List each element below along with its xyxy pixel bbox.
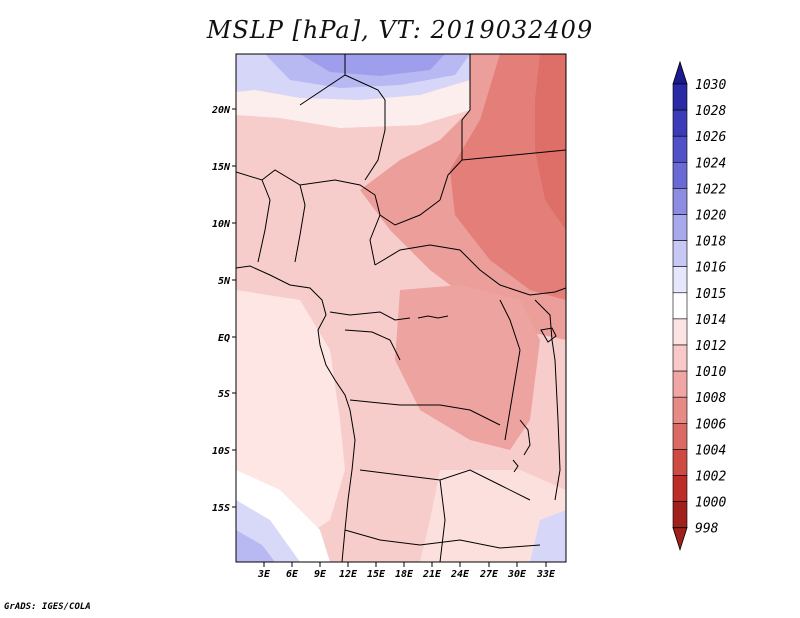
lat-tick-label: 15S [212, 503, 230, 514]
colorbar-label: 1026 [695, 130, 726, 145]
colorbar-segment [672, 135, 688, 163]
colorbar-segment [672, 83, 688, 111]
colorbar-label: 1010 [695, 365, 726, 380]
grads-credit: GrADS: IGES/COLA [4, 602, 91, 612]
lon-tick-label: 6E [286, 569, 299, 580]
lat-tick-label: 5N [218, 276, 231, 287]
colorbar-label: 1006 [695, 417, 726, 432]
colorbar-label: 1028 [695, 104, 726, 119]
colorbar-label: 1024 [695, 156, 726, 171]
lon-tick-label: 24E [450, 569, 470, 580]
lon-tick-label: 3E [257, 569, 271, 580]
lat-tick-label: 10S [212, 446, 230, 457]
colorbar-segment [672, 292, 688, 320]
colorbar-segment [672, 266, 688, 294]
lon-tick-label: 27E [479, 569, 499, 580]
colorbar-segment [672, 318, 688, 346]
lon-tick-label: 18E [395, 569, 414, 580]
lon-tick-label: 12E [339, 569, 358, 580]
colorbar-segment [672, 109, 688, 137]
lon-tick-label: 30E [507, 569, 527, 580]
pressure-field [236, 54, 566, 562]
colorbar-segment [672, 422, 688, 450]
lat-tick-label: 20N [211, 105, 231, 116]
map-frame [235, 53, 567, 563]
latitude-axis: 20N 15N 10N 5N EQ 5S 10S 15S [211, 105, 236, 514]
colorbar-segment [672, 449, 688, 476]
colorbar-label: 1022 [695, 182, 726, 197]
colorbar-label: 1020 [695, 209, 726, 224]
lon-tick-label: 21E [422, 569, 442, 580]
lat-tick-label: EQ [218, 333, 230, 344]
colorbar-segment [672, 162, 688, 189]
lat-tick-label: 5S [218, 389, 230, 400]
lat-tick-label: 10N [212, 219, 231, 230]
colorbar-label: 1000 [695, 496, 726, 511]
colorbar-label: 1030 [695, 78, 726, 93]
colorbar-label: 1018 [695, 235, 726, 250]
colorbar-bottom-arrow [672, 527, 688, 552]
colorbar-label: 998 [695, 522, 719, 537]
lat-tick-label: 15N [212, 162, 231, 173]
colorbar-segment [672, 501, 688, 529]
colorbar-segment [672, 214, 688, 241]
colorbar-label: 1015 [695, 287, 726, 302]
colorbar-label: 1008 [695, 391, 726, 406]
colorbar-segment [672, 240, 688, 268]
colorbar-top-arrow [672, 60, 688, 85]
lon-tick-label: 33E [536, 569, 556, 580]
longitude-axis: 3E 6E 9E 12E 15E 18E 21E 24E 27E 30E 33E [257, 562, 556, 580]
country-borders [236, 54, 566, 562]
colorbar-segment [672, 370, 688, 398]
colorbar-segment [672, 188, 688, 215]
lon-tick-label: 9E [314, 569, 327, 580]
colorbar-label: 1002 [695, 470, 726, 485]
lon-tick-label: 15E [367, 569, 386, 580]
colorbar: 1030 1028 1026 1024 1022 1020 1018 1016 1015 1014… [672, 60, 726, 552]
colorbar-label: 1016 [695, 261, 726, 276]
colorbar-segment [672, 344, 688, 372]
colorbar-label: 1012 [695, 339, 726, 354]
map-title: MSLP [hPa], VT: 2019032409 [206, 16, 594, 44]
colorbar-label: 1014 [695, 313, 726, 328]
colorbar-label: 1004 [695, 443, 726, 458]
colorbar-segment [672, 396, 688, 424]
colorbar-segment [672, 475, 688, 502]
